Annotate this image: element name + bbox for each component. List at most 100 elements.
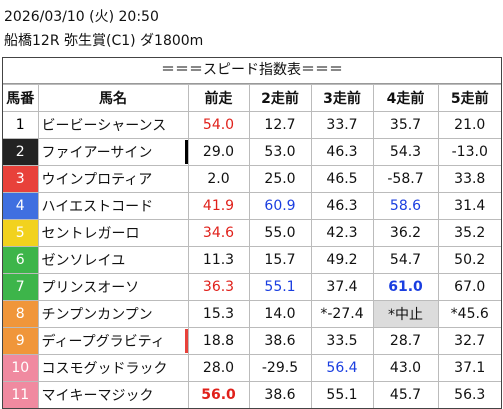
horse-row: 4 ハイエストコード 41.9 60.9 46.3 58.6 31.4 — [3, 192, 501, 220]
horse-name: チンプンカンプン — [37, 300, 189, 328]
speed-index: 15.7 — [248, 246, 312, 274]
speed-index: 37.4 — [310, 273, 374, 301]
horse-number: 8 — [3, 300, 39, 328]
speed-index: 54.0 — [187, 111, 250, 139]
speed-index: 55.1 — [248, 273, 312, 301]
column-header: 馬番 — [3, 84, 39, 112]
horse-row: 7 プリンスオーソ 36.3 55.1 37.4 61.0 67.0 — [3, 273, 501, 301]
speed-index: 33.8 — [437, 165, 501, 193]
speed-index: 31.4 — [437, 192, 501, 220]
speed-index: 46.5 — [310, 165, 374, 193]
column-header: 前走 — [187, 84, 250, 112]
speed-index: 53.0 — [248, 138, 312, 166]
horse-number: 6 — [3, 246, 39, 274]
horse-number: 4 — [3, 192, 39, 220]
speed-index: 38.6 — [248, 381, 312, 408]
horse-number: 5 — [3, 219, 39, 247]
horse-name: ハイエストコード — [37, 192, 189, 220]
speed-index: 46.3 — [310, 138, 374, 166]
horse-name: ビービーシャーンス — [37, 111, 189, 139]
speed-index: 35.2 — [437, 219, 501, 247]
speed-index: 36.2 — [372, 219, 439, 247]
speed-index: 54.3 — [372, 138, 439, 166]
speed-index: 37.1 — [437, 354, 501, 382]
horse-name: ゼンソレイユ — [37, 246, 189, 274]
speed-index: 2.0 — [187, 165, 250, 193]
horse-row: 10 コスモグッドラック 28.0 -29.5 56.4 43.0 37.1 — [3, 354, 501, 382]
speed-index: 56.3 — [437, 381, 501, 408]
speed-index: *-27.4 — [310, 300, 374, 328]
speed-index: 36.3 — [187, 273, 250, 301]
horse-name: ファイアーサイン — [37, 138, 189, 166]
speed-index: 56.4 — [310, 354, 374, 382]
speed-index: 54.7 — [372, 246, 439, 274]
speed-index: 58.6 — [372, 192, 439, 220]
horse-row: 1 ビービーシャーンス 54.0 12.7 33.7 35.7 21.0 — [3, 111, 501, 139]
speed-index: 12.7 — [248, 111, 312, 139]
column-header: 4走前 — [372, 84, 439, 112]
speed-index: 28.0 — [187, 354, 250, 382]
column-header: 3走前 — [310, 84, 374, 112]
speed-index: 11.3 — [187, 246, 250, 274]
table-title: ＝＝＝スピード指数表＝＝＝ — [3, 58, 501, 84]
horse-number: 3 — [3, 165, 39, 193]
horse-name: コスモグッドラック — [37, 354, 189, 382]
speed-index: 49.2 — [310, 246, 374, 274]
speed-index: 35.7 — [372, 111, 439, 139]
race-info: 船橋12R 弥生賞(C1) ダ1800m — [4, 33, 204, 49]
speed-index: 38.6 — [248, 327, 312, 355]
speed-index: 28.7 — [372, 327, 439, 355]
speed-index: 50.2 — [437, 246, 501, 274]
horse-row: 6 ゼンソレイユ 11.3 15.7 49.2 54.7 50.2 — [3, 246, 501, 274]
speed-index: 29.0 — [187, 138, 250, 166]
name-marker — [184, 140, 187, 164]
speed-index: 33.5 — [310, 327, 374, 355]
speed-index: 18.8 — [187, 327, 250, 355]
speed-index: 41.9 — [187, 192, 250, 220]
horse-row: 11 マイキーマジック 56.0 38.6 55.1 45.7 56.3 — [3, 381, 501, 408]
horse-name: プリンスオーソ — [37, 273, 189, 301]
datetime: 2026/03/10 (火) 20:50 — [4, 9, 159, 25]
column-header: 5走前 — [437, 84, 501, 112]
horse-number: 9 — [3, 327, 39, 355]
horse-row: 5 セントレガーロ 34.6 55.0 42.3 36.2 35.2 — [3, 219, 501, 247]
speed-index: 14.0 — [248, 300, 312, 328]
name-marker — [184, 329, 187, 353]
speed-index: 32.7 — [437, 327, 501, 355]
horse-number: 2 — [3, 138, 39, 166]
speed-index: 67.0 — [437, 273, 501, 301]
horse-name: マイキーマジック — [37, 381, 189, 408]
horse-number: 11 — [3, 381, 39, 408]
speed-index: 55.0 — [248, 219, 312, 247]
horse-row: 3 ウインプロティア 2.0 25.0 46.5 -58.7 33.8 — [3, 165, 501, 193]
speed-index: 42.3 — [310, 219, 374, 247]
speed-table: ＝＝＝スピード指数表＝＝＝ 馬番 馬名 前走 2走前 3走前 4走前 5走前 1 ビービーシャ… — [2, 57, 502, 409]
speed-index: 43.0 — [372, 354, 439, 382]
speed-index: 46.3 — [310, 192, 374, 220]
speed-index: 15.3 — [187, 300, 250, 328]
speed-index: 45.7 — [372, 381, 439, 408]
speed-index: 55.1 — [310, 381, 374, 408]
horse-name: ディープグラビティ — [37, 327, 189, 355]
header-row: 馬番 馬名 前走 2走前 3走前 4走前 5走前 — [3, 84, 501, 112]
speed-index: 21.0 — [437, 111, 501, 139]
speed-index: 60.9 — [248, 192, 312, 220]
speed-index: -13.0 — [437, 138, 501, 166]
table: 馬番 馬名 前走 2走前 3走前 4走前 5走前 1 ビービーシャーンス 54.0 12.7 33.… — [3, 84, 501, 408]
horse-number: 10 — [3, 354, 39, 382]
speed-index: *中止 — [372, 300, 439, 328]
speed-index: 25.0 — [248, 165, 312, 193]
horse-name: セントレガーロ — [37, 219, 189, 247]
speed-index: 34.6 — [187, 219, 250, 247]
horse-row: 8 チンプンカンプン 15.3 14.0 *-27.4 *中止 *45.6 — [3, 300, 501, 328]
horse-number: 1 — [3, 111, 39, 139]
column-header: 馬名 — [37, 84, 189, 112]
speed-index: *45.6 — [437, 300, 501, 328]
speed-index: 56.0 — [187, 381, 250, 408]
horse-row: 2 ファイアーサイン 29.0 53.0 46.3 54.3 -13.0 — [3, 138, 501, 166]
speed-index: 61.0 — [372, 273, 439, 301]
horse-row: 9 ディープグラビティ 18.8 38.6 33.5 28.7 32.7 — [3, 327, 501, 355]
speed-index: -29.5 — [248, 354, 312, 382]
speed-index: -58.7 — [372, 165, 439, 193]
